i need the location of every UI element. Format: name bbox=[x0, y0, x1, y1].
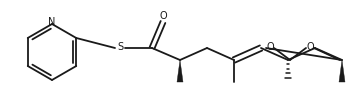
Polygon shape bbox=[177, 60, 183, 82]
Text: N: N bbox=[48, 17, 56, 27]
Text: S: S bbox=[117, 42, 123, 52]
Polygon shape bbox=[339, 60, 345, 82]
Text: O: O bbox=[306, 42, 314, 52]
Text: O: O bbox=[266, 42, 274, 52]
Text: O: O bbox=[159, 11, 167, 21]
